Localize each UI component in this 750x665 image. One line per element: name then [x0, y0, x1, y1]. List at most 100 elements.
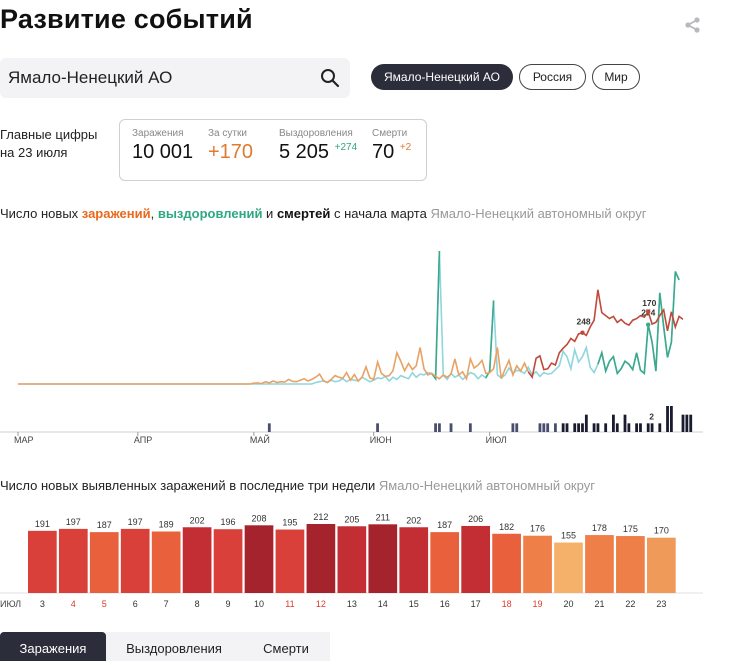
deaths-bar: [542, 423, 546, 432]
bar-category-label: 20: [563, 599, 573, 609]
search-value: Ямало-Ненецкий АО: [8, 68, 173, 87]
bar-category-label: 19: [533, 599, 543, 609]
daily-cases-bar[interactable]: [213, 529, 243, 593]
daily-cases-bar[interactable]: [616, 536, 645, 593]
deaths-bar: [438, 423, 441, 432]
deaths-bar: [577, 423, 581, 432]
bar-value-label: 178: [592, 523, 607, 533]
annotation-label: 170: [642, 298, 656, 308]
daily-cases-bar[interactable]: [120, 528, 150, 593]
bar-category-label: 11: [285, 599, 294, 609]
deaths-bar: [561, 423, 565, 432]
daily-cases-bar[interactable]: [554, 542, 583, 593]
bar-value-label: 170: [654, 526, 669, 536]
deaths-bar: [511, 423, 515, 432]
daily-cases-bar[interactable]: [368, 524, 398, 593]
chart1-title-sep: ,: [150, 206, 158, 221]
deaths-bar: [612, 414, 615, 432]
bar-value-label: 187: [437, 520, 452, 530]
deaths-bar: [689, 414, 693, 432]
stat-recovered-delta: +274: [334, 142, 358, 153]
region-chip-russia[interactable]: Россия: [519, 64, 586, 90]
bar-value-label: 189: [159, 519, 174, 529]
x-tick-label: АПР: [134, 435, 152, 445]
summary-stats-card: Заражения 10 001 За сутки +170 Выздоровл…: [119, 119, 427, 181]
stat-daily-label: За сутки: [208, 128, 247, 139]
bar-value-label: 176: [530, 524, 545, 534]
deaths-bar: [681, 414, 685, 432]
daily-cases-bar[interactable]: [430, 532, 460, 593]
deaths-bar: [658, 423, 662, 432]
x-tick-label: МАЙ: [250, 434, 270, 445]
summary-label-date: на 23 июля: [0, 145, 68, 160]
bar-value-label: 155: [561, 531, 576, 541]
bar-value-label: 197: [128, 517, 143, 527]
daily-cases-bar[interactable]: [28, 530, 57, 593]
deaths-bar: [584, 414, 588, 432]
daily-cases-bar[interactable]: [523, 535, 552, 593]
bar-value-label: 205: [344, 514, 359, 524]
deaths-bar: [515, 423, 519, 432]
bar-category-label: 23: [656, 599, 666, 609]
bar-category-label: 17: [471, 599, 481, 609]
infections-recent-line: [527, 289, 684, 380]
region-chip-world[interactable]: Мир: [592, 64, 640, 90]
search-icon[interactable]: [320, 68, 340, 88]
bar-category-label: 16: [440, 599, 450, 609]
daily-cases-bar[interactable]: [182, 527, 212, 593]
bar-category-label: 12: [316, 599, 326, 609]
stat-daily: За сутки +170: [208, 128, 253, 164]
bar-x-start-label: ИЮЛ: [0, 599, 21, 609]
daily-cases-bar[interactable]: [306, 524, 336, 593]
chart1-title-and: и: [262, 206, 277, 221]
bar-category-label: 9: [226, 599, 231, 609]
daily-cases-bar[interactable]: [399, 527, 429, 593]
deaths-bar: [615, 423, 619, 432]
daily-cases-bar[interactable]: [151, 531, 181, 593]
chart1-title-deaths: смертей: [276, 206, 331, 221]
recoveries-peak-segment: [431, 250, 441, 382]
chart2-title: Число новых выявленных заражений в после…: [0, 478, 595, 493]
bar-value-label: 187: [97, 520, 112, 530]
x-tick-label: ИЮН: [370, 435, 392, 445]
deaths-bar: [573, 423, 577, 432]
daily-cases-bar[interactable]: [244, 525, 274, 593]
daily-cases-bar[interactable]: [337, 526, 367, 593]
daily-cases-bar[interactable]: [492, 533, 521, 593]
daily-cases-bar[interactable]: [58, 528, 88, 593]
bar-value-label: 208: [251, 513, 266, 523]
bar-category-label: 14: [378, 599, 388, 609]
daily-cases-bar[interactable]: [89, 532, 119, 593]
stat-cases-value: 10 001: [132, 141, 194, 163]
tab-infections[interactable]: Заражения: [0, 632, 106, 661]
chart1-title: Число новых заражений, выздоровлений и с…: [0, 206, 646, 221]
stat-deaths-value: 70: [372, 141, 395, 163]
stat-recovered: Выздоровления 5 205 +274: [279, 128, 357, 164]
bar-category-label: 13: [347, 599, 357, 609]
stat-recovered-value: 5 205: [279, 141, 330, 163]
annotation-dot: [646, 322, 651, 327]
tab-recoveries[interactable]: Выздоровления: [106, 632, 242, 661]
stat-daily-value: +170: [208, 141, 254, 163]
chart2-region: Ямало-Ненецкий автономный округ: [378, 478, 595, 493]
deaths-bar: [538, 423, 542, 432]
daily-cases-bar[interactable]: [647, 537, 676, 593]
x-tick-label: ИЮЛ: [486, 435, 507, 445]
deaths-bar: [623, 414, 627, 432]
tab-deaths[interactable]: Смерти: [242, 632, 330, 661]
share-icon[interactable]: [684, 16, 702, 34]
daily-cases-bar[interactable]: [461, 525, 490, 593]
daily-cases-bar[interactable]: [275, 529, 305, 593]
daily-cases-bar[interactable]: [585, 535, 614, 593]
bar-value-label: 197: [66, 517, 81, 527]
stat-cases: Заражения 10 001: [132, 128, 193, 164]
deaths-bar: [650, 423, 654, 432]
stat-deaths-label: Смерти: [372, 128, 408, 139]
deaths-bar: [468, 423, 472, 432]
deaths-bar: [434, 423, 437, 432]
region-chip-yamal[interactable]: Ямало-Ненецкий АО: [371, 64, 513, 90]
bar-category-label: 4: [71, 599, 76, 609]
recoveries-recent-line: [597, 271, 680, 376]
deaths-bar: [670, 406, 673, 432]
region-search-field[interactable]: Ямало-Ненецкий АО: [0, 58, 350, 98]
